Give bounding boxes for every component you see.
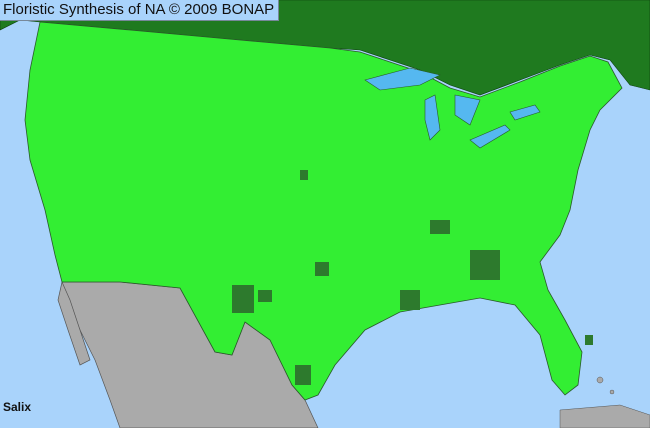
- islands: [559, 376, 650, 428]
- great-lakes: [364, 67, 541, 149]
- county-dark-patches: [232, 170, 593, 385]
- taxon-label: Salix: [3, 400, 32, 414]
- map-title: Floristic Synthesis of NA © 2009 BONAP: [0, 0, 280, 21]
- baja-peninsula: [57, 280, 91, 366]
